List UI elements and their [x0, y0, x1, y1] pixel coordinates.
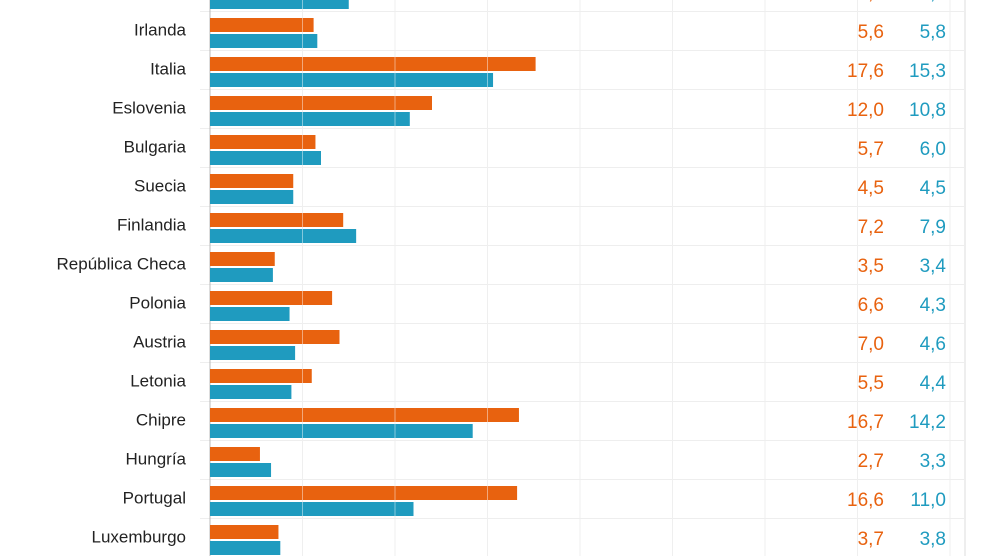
category-label: República Checa	[57, 254, 187, 273]
value-label: 5,5	[858, 373, 884, 394]
bar	[210, 463, 272, 477]
bar	[210, 369, 312, 383]
bar	[210, 96, 432, 110]
value-label: 15,3	[909, 61, 946, 82]
value-label: 5,6	[858, 22, 884, 43]
value-label: 2,7	[858, 451, 884, 472]
value-label: 4,6	[920, 334, 946, 355]
bar	[210, 229, 357, 243]
value-label: 7,2	[858, 217, 884, 238]
bar	[210, 330, 340, 344]
category-label: Letonia	[130, 371, 186, 390]
value-label: 4,5	[858, 178, 884, 199]
value-label: 8,5	[858, 0, 884, 4]
value-label: 7,9	[920, 217, 946, 238]
bar	[210, 525, 279, 539]
category-label: Portugal	[123, 488, 186, 507]
value-label: 4,4	[920, 373, 947, 394]
bar	[210, 135, 316, 149]
bar	[210, 174, 294, 188]
value-label: 3,3	[920, 451, 946, 472]
bar	[210, 346, 296, 360]
value-label: 16,6	[847, 490, 884, 511]
bar	[210, 447, 260, 461]
category-label: Polonia	[129, 293, 186, 312]
category-label: Austria	[133, 332, 186, 351]
value-label: 7,5	[920, 0, 946, 4]
value-label: 4,3	[920, 295, 946, 316]
category-label: Bulgaria	[124, 137, 187, 156]
value-label: 7,0	[858, 334, 884, 355]
bar	[210, 268, 273, 282]
category-label: Eslovenia	[112, 98, 186, 117]
value-label: 16,7	[847, 412, 884, 433]
value-label: 12,0	[847, 100, 884, 121]
bar	[210, 151, 321, 165]
bar	[210, 424, 473, 438]
bar	[210, 486, 518, 500]
bar	[210, 18, 314, 32]
category-label: Finlandia	[117, 215, 187, 234]
value-label: 17,6	[847, 61, 884, 82]
value-label: 3,5	[858, 256, 884, 277]
bar	[210, 502, 414, 516]
category-label: Suecia	[134, 176, 187, 195]
category-label: Irlanda	[134, 20, 187, 39]
bar	[210, 0, 349, 9]
bar	[210, 385, 292, 399]
value-label: 5,8	[920, 22, 946, 43]
value-label: 3,8	[920, 529, 946, 550]
category-label: Italia	[150, 59, 186, 78]
value-label: 11,0	[910, 490, 946, 511]
bar	[210, 73, 494, 87]
value-label: 6,6	[858, 295, 884, 316]
category-label: Chipre	[136, 410, 186, 429]
value-label: 10,8	[909, 100, 946, 121]
bar	[210, 34, 318, 48]
bar	[210, 190, 294, 204]
value-label: 14,2	[909, 412, 946, 433]
bar	[210, 252, 275, 266]
value-label: 6,0	[920, 139, 946, 160]
bar	[210, 307, 290, 321]
bar	[210, 112, 410, 126]
bar	[210, 291, 333, 305]
bar	[210, 541, 281, 555]
bar	[210, 57, 536, 71]
bar	[210, 408, 519, 422]
value-label: 4,5	[920, 178, 946, 199]
bar	[210, 213, 344, 227]
category-label: Hungría	[126, 449, 187, 468]
value-label: 3,4	[920, 256, 947, 277]
category-label: Luxemburgo	[91, 527, 186, 546]
value-label: 5,7	[858, 139, 884, 160]
value-label: 3,7	[858, 529, 884, 550]
